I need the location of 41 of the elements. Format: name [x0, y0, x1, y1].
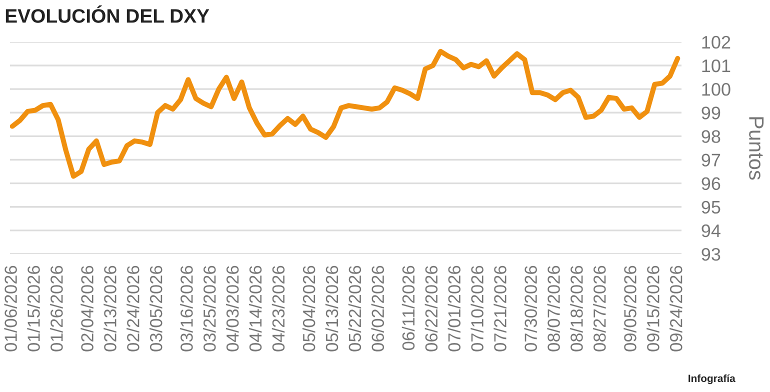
x-tick-label: 04/23/2026	[272, 266, 285, 352]
x-tick-label: 07/01/2026	[448, 266, 461, 352]
y-tick-label: 102	[702, 36, 730, 49]
y-tick-label: 97	[702, 154, 720, 166]
y-tick-label: 96	[702, 177, 720, 190]
x-tick-label: 08/07/2026	[547, 266, 560, 352]
x-tick-label: 04/03/2026	[226, 266, 239, 352]
x-tick-label: 01/26/2026	[50, 266, 63, 352]
x-tick-label: 04/14/2026	[248, 266, 262, 352]
x-tick-label: 07/21/2026	[494, 266, 506, 352]
y-tick-label: 95	[702, 200, 720, 214]
x-tick-label: 08/18/2026	[570, 266, 583, 352]
y-tick-label: 99	[702, 106, 720, 120]
x-tick-label: 06/11/2026	[402, 266, 415, 350]
x-tick-label: 01/15/2026	[27, 266, 40, 352]
x-tick-label: 02/04/2026	[80, 266, 94, 352]
x-tick-label: 03/16/2026	[180, 266, 193, 352]
x-tick-label: 09/15/2026	[646, 266, 660, 352]
x-tick-label: 01/06/2026	[4, 266, 17, 352]
x-tick-label: 03/05/2026	[150, 266, 162, 352]
y-axis-title: Puntos	[749, 117, 764, 180]
x-tick-label: 03/25/2026	[203, 266, 216, 352]
chart-title: EVOLUCIÓN DEL DXY	[6, 5, 210, 23]
x-tick-label: 02/24/2026	[126, 266, 140, 352]
x-tick-label: 08/27/2026	[593, 266, 606, 352]
x-tick-label: 05/04/2026	[302, 266, 316, 352]
x-tick-label: 02/13/2026	[104, 266, 116, 352]
y-tick-label: 101	[702, 59, 730, 72]
x-tick-label: 05/22/2026	[348, 266, 362, 352]
x-tick-label: 09/24/2026	[670, 266, 682, 352]
text: Infografía	[688, 374, 736, 384]
x-tick-label: 07/10/2026	[470, 266, 484, 352]
y-tick-label: 93	[702, 248, 720, 261]
y-tick-label: 98	[702, 130, 720, 143]
x-tick-label: 09/05/2026	[624, 266, 636, 352]
y-tick-label: 94	[702, 224, 720, 238]
y-tick-label: 100	[702, 83, 730, 96]
x-tick-label: 06/02/2026	[371, 266, 384, 352]
x-tick-label: 06/22/2026	[424, 266, 438, 352]
x-tick-label: 07/30/2026	[524, 266, 537, 352]
x-tick-label: 05/13/2026	[325, 266, 338, 352]
